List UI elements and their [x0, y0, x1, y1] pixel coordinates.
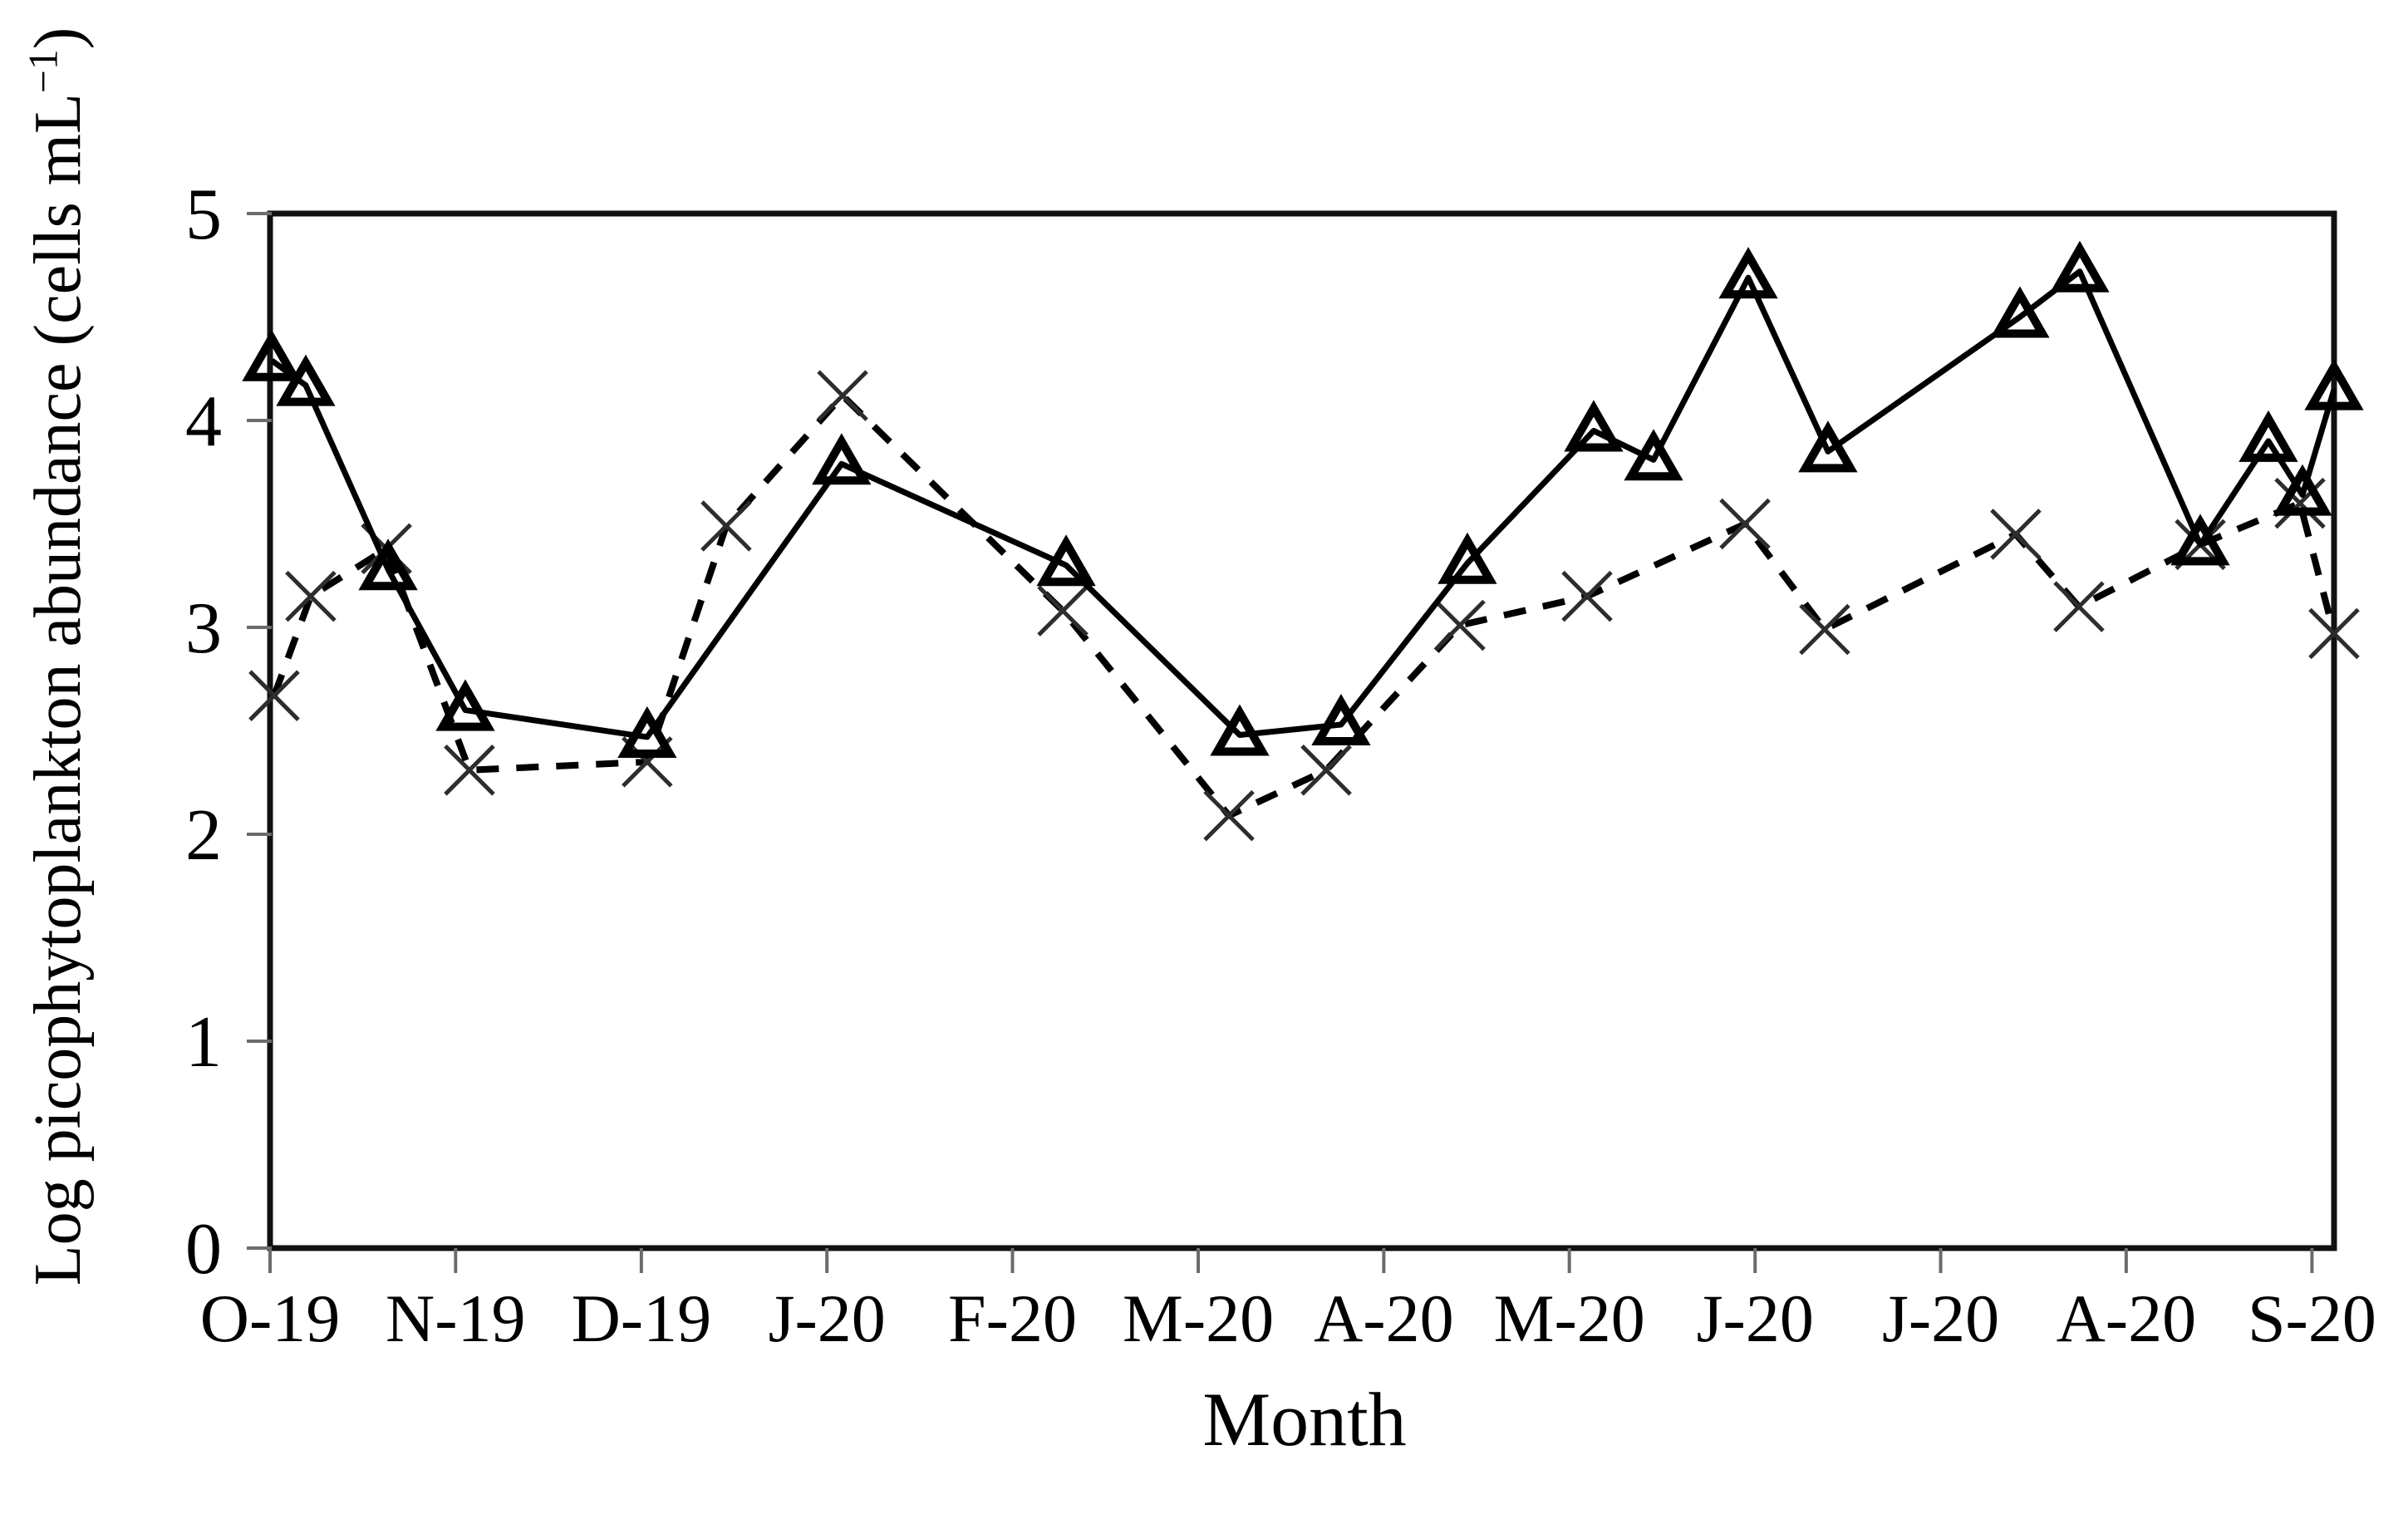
x-axis-label: F-20	[948, 1281, 1077, 1356]
axis-frame	[267, 210, 2337, 1251]
y-tick-label: 3	[185, 588, 222, 669]
x-dashed-series-line	[271, 392, 2337, 819]
triangle-marker	[2304, 358, 2364, 410]
x-axis-label: N-19	[386, 1281, 526, 1356]
y-tick-label: 0	[185, 1209, 222, 1290]
x-axis-label: M-20	[1123, 1281, 1274, 1356]
x-axis-label: J-20	[1697, 1281, 1814, 1356]
triangle-marker	[617, 705, 677, 758]
x-marker	[1300, 745, 1352, 796]
x-marker	[285, 570, 337, 622]
triangle-marker	[1990, 286, 2050, 338]
x-axis-label: J-20	[1882, 1281, 1999, 1356]
y-tick-label: 1	[185, 1002, 222, 1083]
x-marker	[2274, 477, 2326, 529]
x-axis-label: S-20	[2248, 1281, 2376, 1356]
x-axis-label: D-19	[572, 1281, 712, 1356]
x-marker	[700, 500, 752, 552]
x-marker	[1719, 498, 1771, 550]
x-axis-label: O-19	[200, 1281, 341, 1356]
y-axis-title: Log picophytoplankton abundance (cells m…	[4, 0, 112, 1404]
triangle-marker	[2050, 240, 2110, 292]
triangle-marker	[276, 354, 336, 406]
x-marker	[1037, 585, 1089, 637]
triangle-marker	[1437, 532, 1497, 584]
y-axis-title-suffix: )	[22, 27, 95, 50]
y-tick-label: 4	[185, 381, 222, 462]
triangle-marker	[1564, 400, 1624, 452]
triangle-marker	[2273, 464, 2332, 516]
y-axis-title-superscript: −1	[20, 49, 66, 94]
x-marker	[1203, 789, 1255, 842]
triangle-marker	[1798, 420, 1858, 473]
triangle-marker	[1624, 429, 1683, 481]
x-marker	[817, 370, 868, 421]
x-marker	[2053, 581, 2105, 632]
x-marker	[1561, 570, 1613, 622]
x-marker	[1990, 509, 2042, 560]
triangle-marker	[242, 329, 302, 381]
x-marker	[1799, 603, 1850, 656]
x-axis-label: A-20	[1314, 1281, 1454, 1356]
triangle-marker	[1036, 534, 1096, 587]
y-axis-title-text: Log picophytoplankton abundance (cells m…	[22, 93, 95, 1286]
x-marker	[248, 670, 300, 721]
triangle-marker	[1718, 247, 1778, 299]
x-axis-label: M-20	[1494, 1281, 1645, 1356]
triangle-marker	[358, 538, 418, 591]
triangle-marker	[2170, 514, 2230, 566]
triangle-marker	[2238, 410, 2298, 462]
y-tick-label: 2	[185, 795, 222, 876]
triangle-marker	[812, 433, 872, 485]
triangle-marker	[1311, 693, 1371, 746]
triangle-solid-series-line	[269, 268, 2337, 740]
x-axis-label: J-20	[769, 1281, 886, 1356]
triangle-marker	[435, 679, 495, 731]
x-axis-label: A-20	[2057, 1281, 2197, 1356]
x-marker	[2308, 607, 2360, 660]
y-tick-label: 5	[185, 175, 222, 255]
x-axis-title: Month	[1202, 1377, 1407, 1462]
x-marker	[1434, 599, 1486, 651]
x-marker	[444, 745, 495, 796]
triangle-marker	[1210, 704, 1270, 756]
